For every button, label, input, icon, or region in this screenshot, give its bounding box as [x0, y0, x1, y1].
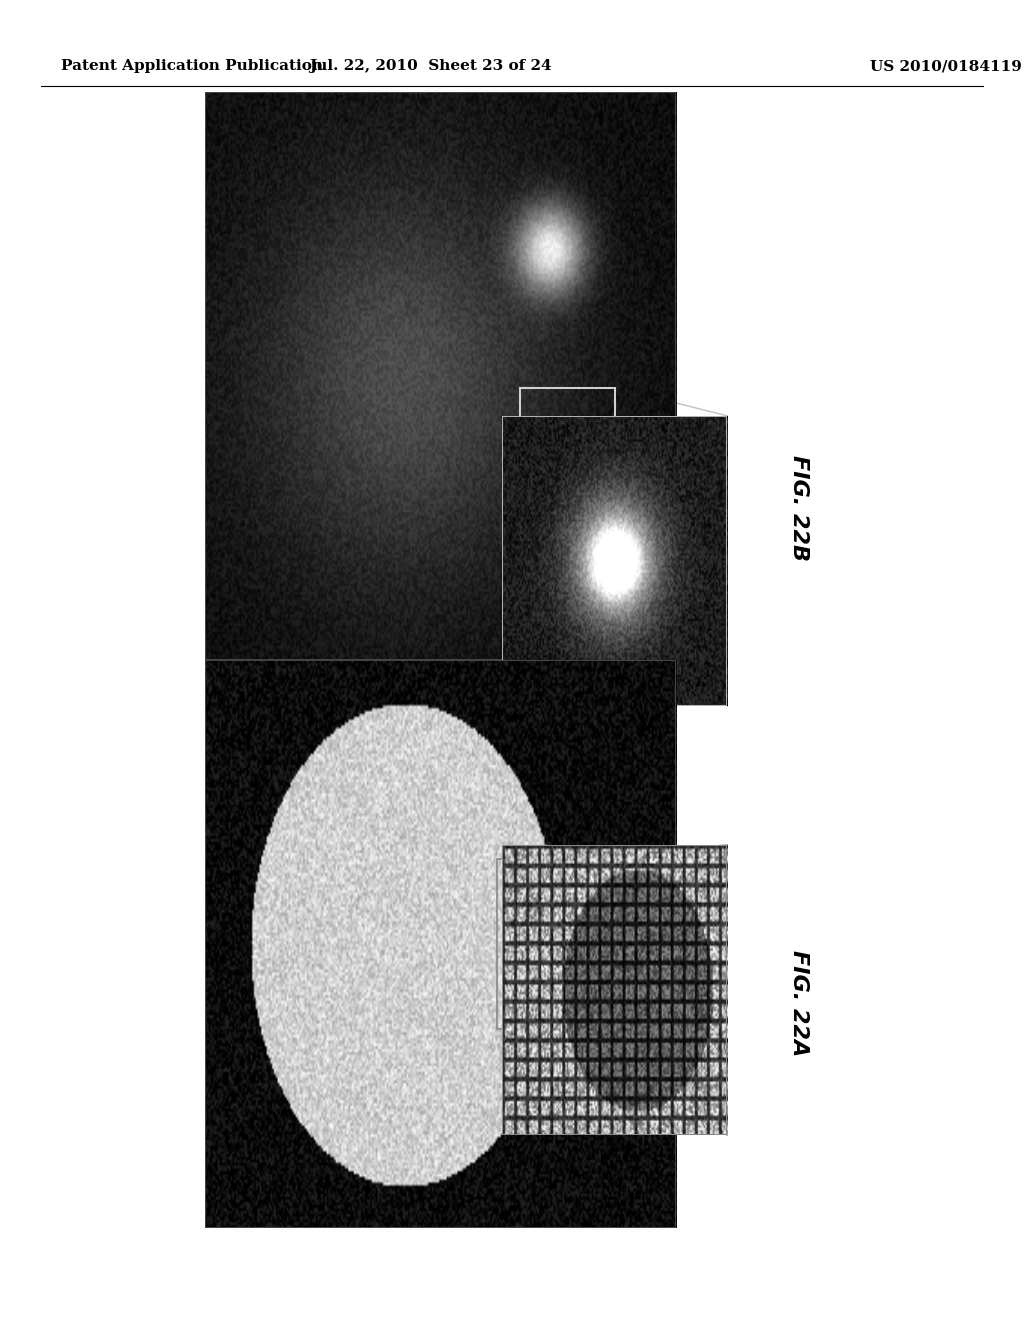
Text: US 2010/0184119 A1: US 2010/0184119 A1	[870, 59, 1024, 74]
Bar	[520, 388, 614, 558]
Text: Patent Application Publication: Patent Application Publication	[61, 59, 324, 74]
Bar	[497, 859, 572, 1030]
Bar	[502, 416, 727, 706]
Bar	[205, 92, 676, 660]
Text: FIG. 22B: FIG. 22B	[788, 455, 809, 561]
Bar	[205, 660, 676, 1228]
Text: FIG. 22A: FIG. 22A	[788, 950, 809, 1056]
Text: Jul. 22, 2010  Sheet 23 of 24: Jul. 22, 2010 Sheet 23 of 24	[309, 59, 551, 74]
Bar	[502, 845, 727, 1135]
